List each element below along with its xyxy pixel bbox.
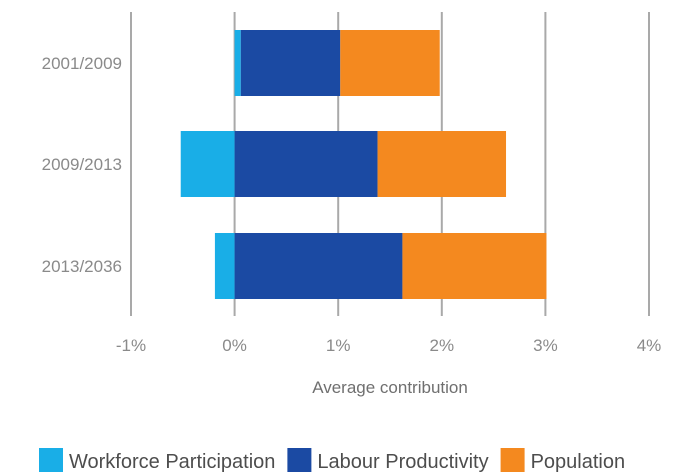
bar-3-2 — [377, 131, 507, 197]
bar-2-2 — [234, 131, 378, 197]
x-tick-labels: -1% 0% 1% 2% 3% 4% — [116, 336, 661, 355]
bar-1-3 — [214, 233, 235, 299]
legend-label: Labour Productivity — [317, 451, 488, 473]
legend: Workforce Participation Labour Productivi… — [39, 448, 625, 473]
bar-3-1 — [340, 30, 440, 96]
x-tick-label: 0% — [222, 336, 247, 355]
x-axis-title: Average contribution — [312, 378, 468, 397]
category-label: 2013/2036 — [42, 257, 122, 276]
x-tick-label: 3% — [533, 336, 558, 355]
category-label: 2009/2013 — [42, 155, 122, 174]
category-label: 2001/2009 — [42, 54, 122, 73]
category-labels: 2001/2009 2009/2013 2013/2036 — [42, 54, 122, 276]
bar-1-1 — [234, 30, 241, 96]
legend-label: Workforce Participation — [69, 451, 275, 473]
legend-label: Population — [531, 451, 626, 473]
bar-2-3 — [234, 233, 403, 299]
bar-1-2 — [180, 131, 235, 197]
x-tick-label: 4% — [637, 336, 662, 355]
legend-swatch — [39, 448, 63, 472]
x-tick-label: 1% — [326, 336, 351, 355]
bar-3-3 — [402, 233, 547, 299]
x-tick-label: -1% — [116, 336, 146, 355]
bar-2-1 — [240, 30, 341, 96]
bars — [180, 30, 547, 299]
x-tick-label: 2% — [430, 336, 455, 355]
legend-swatch — [287, 448, 312, 472]
legend-swatch — [500, 448, 525, 472]
